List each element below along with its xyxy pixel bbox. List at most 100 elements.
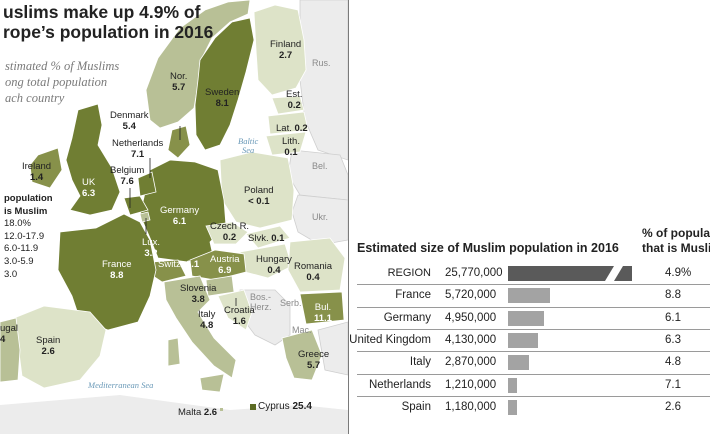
- row-muslim-pct: 6.1: [665, 311, 681, 324]
- label-ireland: Ireland 1.4: [22, 161, 52, 183]
- legend-item: 18.0%: [4, 218, 31, 230]
- spain-shape: [13, 305, 107, 389]
- label-croatia: Croatia 1.6: [224, 305, 255, 327]
- label-sweden: Sweden 8.1: [205, 87, 240, 109]
- lithuania-shape: [265, 131, 307, 156]
- cyprus-marker: [250, 404, 256, 410]
- row-muslim-pct: 2.6: [665, 400, 681, 413]
- pct-column-header: % of populati that is Musli: [642, 226, 710, 255]
- label-poland: Poland < 0.1: [244, 185, 274, 207]
- uk-shape: [65, 103, 121, 216]
- panel-divider: [348, 0, 349, 434]
- row-population: 4,950,000: [445, 311, 497, 324]
- label-norway: Nor. 5.7: [170, 71, 188, 93]
- label-luxembourg: Lux. 3.2: [142, 237, 160, 259]
- label-finland: Finland 2.7: [270, 39, 302, 61]
- label-spain: Spain 2.6: [36, 335, 61, 357]
- sweden-shape: [194, 17, 255, 151]
- table-row: Netherlands 1,210,000 7.1: [349, 376, 710, 398]
- label-mediterranean-sea: Mediterranean Sea: [88, 380, 154, 390]
- slovakia-shape: [245, 225, 291, 249]
- population-bar: [508, 355, 529, 371]
- label-ukraine: Ukr.: [312, 212, 329, 222]
- map-legend: population is Muslim 18.0% 12.0-17.9 6.0…: [4, 193, 53, 281]
- label-belgium: Belgium 7.6: [110, 165, 145, 187]
- table-row: United Kingdom 4,130,000 6.3: [349, 331, 710, 353]
- label-switzerland: Switz. 6.1: [158, 259, 200, 270]
- label-bosnia-1: Bos.-: [250, 292, 272, 302]
- label-denmark: Denmark 5.4: [110, 110, 149, 132]
- row-muslim-pct: 8.8: [665, 289, 681, 302]
- row-separator: [357, 395, 710, 397]
- population-bar: [508, 310, 544, 326]
- row-country-name: Italy: [409, 356, 431, 369]
- austria-shape: [189, 249, 247, 281]
- row-population: 5,720,000: [445, 289, 497, 302]
- region-row: REGION 25,770,000 4.9%: [349, 264, 710, 286]
- label-austria: Austria 6.9: [210, 254, 240, 276]
- population-bar: [508, 288, 550, 304]
- netherlands-shape: [137, 171, 157, 197]
- row-country-name: Germany: [383, 311, 431, 324]
- row-separator: [357, 328, 710, 330]
- map-panel: uslims make up 4.9% of rope’s population…: [0, 0, 348, 434]
- table-row: Germany 4,950,000 6.1: [349, 309, 710, 331]
- poland-shape: [219, 151, 295, 229]
- label-italy: Italy 4.8: [198, 309, 216, 331]
- region-bar: [508, 266, 632, 281]
- label-uk: UK 6.3: [82, 177, 96, 199]
- north-africa-region: [0, 395, 348, 434]
- sardinia-shape: [167, 337, 181, 367]
- croatia-shape: [217, 289, 253, 331]
- legend-item: 3.0-5.9: [4, 255, 34, 267]
- row-separator: [357, 284, 710, 286]
- latvia-shape: [267, 111, 309, 135]
- label-bulgaria: Bul. 11.1: [314, 302, 332, 324]
- greece-shape: [281, 329, 323, 381]
- population-bar: [508, 399, 517, 415]
- label-romania: Romania 0.4: [294, 261, 333, 283]
- legend-title-2: is Muslim: [4, 205, 48, 217]
- label-slovenia: Slovenia 3.8: [180, 283, 217, 305]
- row-country-name: France: [395, 289, 431, 302]
- europe-map: [0, 0, 348, 434]
- row-separator: [357, 373, 710, 375]
- malta-marker: [220, 408, 223, 411]
- row-muslim-pct: 6.3: [665, 333, 681, 346]
- romania-shape: [287, 237, 346, 293]
- label-malta: Malta 2.6: [178, 407, 218, 418]
- label-portugal: ugal 4: [0, 323, 18, 345]
- label-greece: Greece 5.7: [298, 349, 330, 371]
- portugal-shape: [0, 317, 21, 383]
- row-country-name: REGION: [387, 267, 431, 279]
- map-title: uslims make up 4.9% of rope’s population…: [3, 2, 214, 42]
- row-country-name: Spain: [401, 400, 431, 413]
- bar-chart-title: Estimated size of Muslim population in 2…: [357, 241, 619, 255]
- label-bosnia-2: Herz.: [250, 302, 272, 312]
- row-muslim-pct: 4.8: [665, 356, 681, 369]
- czech-shape: [205, 221, 249, 245]
- label-cyprus: Cyprus 25.4: [258, 401, 312, 412]
- bulgaria-shape: [299, 291, 345, 325]
- turkey-region: [317, 321, 348, 376]
- label-slovakia: Slvk. 0.1: [248, 233, 285, 244]
- table-row: France 5,720,000 8.8: [349, 286, 710, 308]
- population-bar: [508, 377, 517, 393]
- region-bar-right: [614, 266, 632, 281]
- row-population: 25,770,000: [445, 267, 503, 279]
- row-population: 2,870,000: [445, 356, 497, 369]
- label-baltic-sea: Baltic Sea: [238, 136, 259, 155]
- map-subtitle: stimated % of Muslims ong total populati…: [5, 59, 120, 105]
- label-russia: Rus.: [312, 58, 331, 68]
- finland-shape: [253, 4, 307, 96]
- row-muslim-pct: 7.1: [665, 378, 681, 391]
- france-shape: [57, 213, 157, 331]
- germany-shape: [139, 159, 227, 263]
- sicily-shape: [199, 373, 225, 393]
- label-lithuania: Lith. 0.1: [282, 136, 300, 158]
- label-hungary: Hungary 0.4: [256, 254, 292, 276]
- row-population: 1,180,000: [445, 400, 497, 413]
- label-estonia: Est. 0.2: [286, 89, 303, 111]
- row-muslim-pct: 4.9%: [665, 267, 692, 279]
- row-separator: [357, 351, 710, 353]
